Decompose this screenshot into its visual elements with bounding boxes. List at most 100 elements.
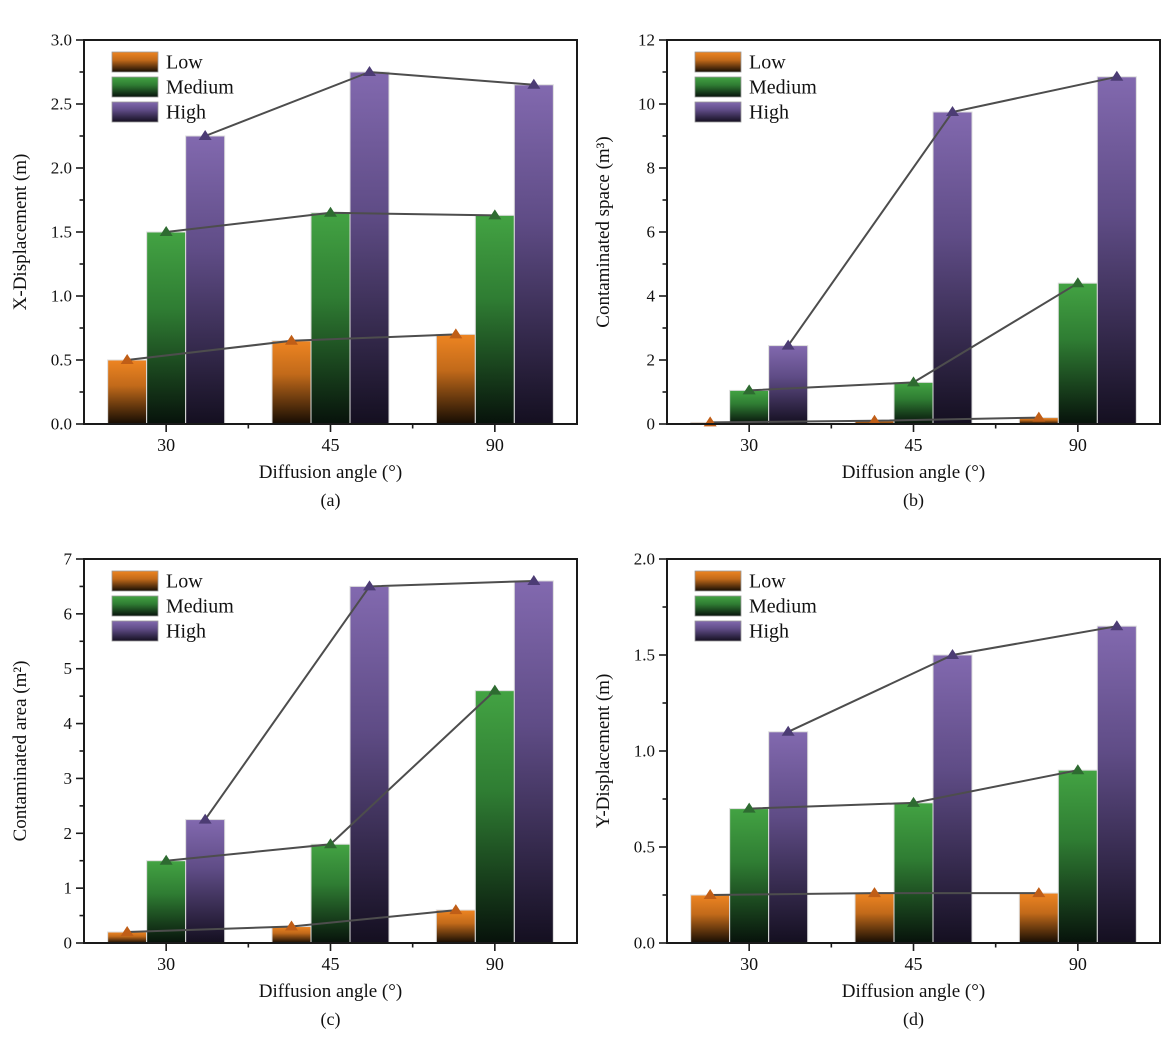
marker-low-45 bbox=[868, 887, 881, 898]
bars-group bbox=[690, 76, 1137, 425]
bar-high-45 bbox=[349, 585, 390, 944]
bar-medium-90 bbox=[1057, 769, 1098, 944]
y-tick-label: 8 bbox=[647, 159, 656, 178]
marker-high-90 bbox=[527, 574, 541, 585]
marker-medium-45 bbox=[324, 206, 337, 217]
x-tick-label: 30 bbox=[157, 435, 175, 455]
chart-a-canvas: 0.0 0.5 1.0 1.5 2.0 2.5 3.0 30 45 90 Diffusion ang… bbox=[10, 31, 578, 483]
y-tick-label: 12 bbox=[638, 31, 655, 50]
bar-medium-45 bbox=[893, 381, 934, 425]
marker-medium-45 bbox=[324, 838, 337, 849]
markers-group bbox=[120, 574, 541, 937]
bar-medium-30 bbox=[729, 389, 770, 425]
marker-high-45 bbox=[363, 66, 376, 76]
legend-label-low: Low bbox=[749, 52, 786, 74]
bar-high-90 bbox=[1096, 76, 1137, 425]
x-tick-label: 45 bbox=[905, 435, 923, 455]
y-tick-label: 1.0 bbox=[634, 742, 655, 761]
x-axis: 30 45 90 bbox=[740, 424, 1087, 455]
markers-group bbox=[703, 620, 1124, 899]
bar-high-90 bbox=[1096, 625, 1137, 944]
legend-swatch-low bbox=[111, 570, 159, 592]
bar-medium-30 bbox=[146, 231, 187, 425]
bar-low-45 bbox=[854, 892, 895, 944]
y-tick-label: 0.5 bbox=[51, 351, 72, 370]
bar-high-90 bbox=[513, 580, 554, 944]
legend-swatch-high bbox=[111, 101, 159, 123]
x-axis-title: Diffusion angle (°) bbox=[842, 462, 985, 483]
bar-medium-45 bbox=[310, 212, 351, 425]
x-axis-title: Diffusion angle (°) bbox=[842, 981, 985, 1002]
marker-low-90 bbox=[449, 328, 463, 339]
legend-label-low: Low bbox=[166, 52, 203, 74]
legend-label-high: High bbox=[166, 102, 206, 124]
x-tick-label: 90 bbox=[1069, 435, 1087, 455]
legend-swatch-high bbox=[694, 620, 742, 642]
y-tick-label: 6 bbox=[647, 223, 656, 242]
bar-medium-90 bbox=[474, 690, 515, 944]
y-tick-label: 2.0 bbox=[634, 550, 655, 569]
x-tick-label: 45 bbox=[322, 435, 340, 455]
y-tick-label: 0.5 bbox=[634, 838, 655, 857]
x-axis: 30 45 90 bbox=[157, 424, 504, 455]
y-tick-label: 1.5 bbox=[51, 223, 72, 242]
marker-low-45 bbox=[868, 414, 881, 425]
bar-low-90 bbox=[435, 909, 476, 944]
y-tick-label: 3.0 bbox=[51, 31, 72, 50]
y-tick-label: 2 bbox=[64, 824, 73, 843]
bar-medium-90 bbox=[474, 214, 515, 425]
bar-medium-90 bbox=[1057, 282, 1098, 425]
legend-swatch-medium bbox=[111, 595, 159, 617]
x-tick-label: 45 bbox=[905, 954, 923, 974]
bar-high-30 bbox=[768, 345, 809, 425]
legend-swatch-medium bbox=[694, 595, 742, 617]
legend-swatch-low bbox=[694, 570, 742, 592]
legend-label-high: High bbox=[749, 621, 789, 643]
y-axis: 0 2 4 6 8 10 12 bbox=[638, 31, 667, 434]
legend-label-medium: Medium bbox=[749, 77, 817, 99]
marker-high-90 bbox=[1110, 620, 1124, 631]
markers-group bbox=[703, 70, 1124, 427]
legend-label-medium: Medium bbox=[166, 596, 234, 618]
marker-low-45 bbox=[285, 920, 298, 931]
y-tick-label: 1.0 bbox=[51, 287, 72, 306]
bar-high-30 bbox=[768, 731, 809, 944]
marker-low-90 bbox=[449, 904, 463, 915]
x-tick-label: 30 bbox=[157, 954, 175, 974]
marker-low-30 bbox=[703, 889, 717, 899]
markers-group bbox=[120, 66, 541, 364]
legend: Low Medium High bbox=[694, 52, 817, 124]
marker-medium-30 bbox=[742, 384, 756, 395]
y-tick-label: 10 bbox=[638, 95, 655, 114]
bars-group bbox=[107, 580, 554, 944]
y-tick-label: 2.0 bbox=[51, 159, 72, 178]
x-axis: 30 45 90 bbox=[157, 943, 504, 974]
x-tick-label: 30 bbox=[740, 954, 758, 974]
marker-low-30 bbox=[120, 926, 134, 937]
y-tick-label: 2 bbox=[647, 351, 656, 370]
x-tick-label: 45 bbox=[322, 954, 340, 974]
y-tick-label: 4 bbox=[647, 287, 656, 306]
y-axis-title: X-Displacement (m) bbox=[10, 154, 31, 311]
x-tick-label: 90 bbox=[486, 435, 504, 455]
x-tick-label: 30 bbox=[740, 435, 758, 455]
y-axis: 0 1 2 3 4 5 6 7 bbox=[64, 550, 84, 953]
y-tick-label: 4 bbox=[64, 714, 73, 733]
legend-swatch-medium bbox=[111, 76, 159, 98]
bar-high-90 bbox=[513, 84, 554, 425]
bar-low-30 bbox=[690, 894, 731, 944]
marker-low-30 bbox=[120, 354, 134, 364]
marker-medium-45 bbox=[907, 796, 920, 807]
chart-d: 0.0 0.5 1.0 1.5 2.0 30 45 90 Diffusion angle (°)… bbox=[583, 519, 1166, 1038]
y-tick-label: 3 bbox=[64, 769, 73, 788]
x-tick-label: 90 bbox=[1069, 954, 1087, 974]
marker-high-30 bbox=[198, 130, 212, 140]
y-tick-label: 7 bbox=[64, 550, 73, 569]
y-axis-title: Contaminated space (m³) bbox=[593, 136, 614, 327]
bar-high-30 bbox=[185, 135, 226, 425]
marker-high-45 bbox=[363, 580, 376, 591]
x-tick-label: 90 bbox=[486, 954, 504, 974]
legend-swatch-high bbox=[111, 620, 159, 642]
